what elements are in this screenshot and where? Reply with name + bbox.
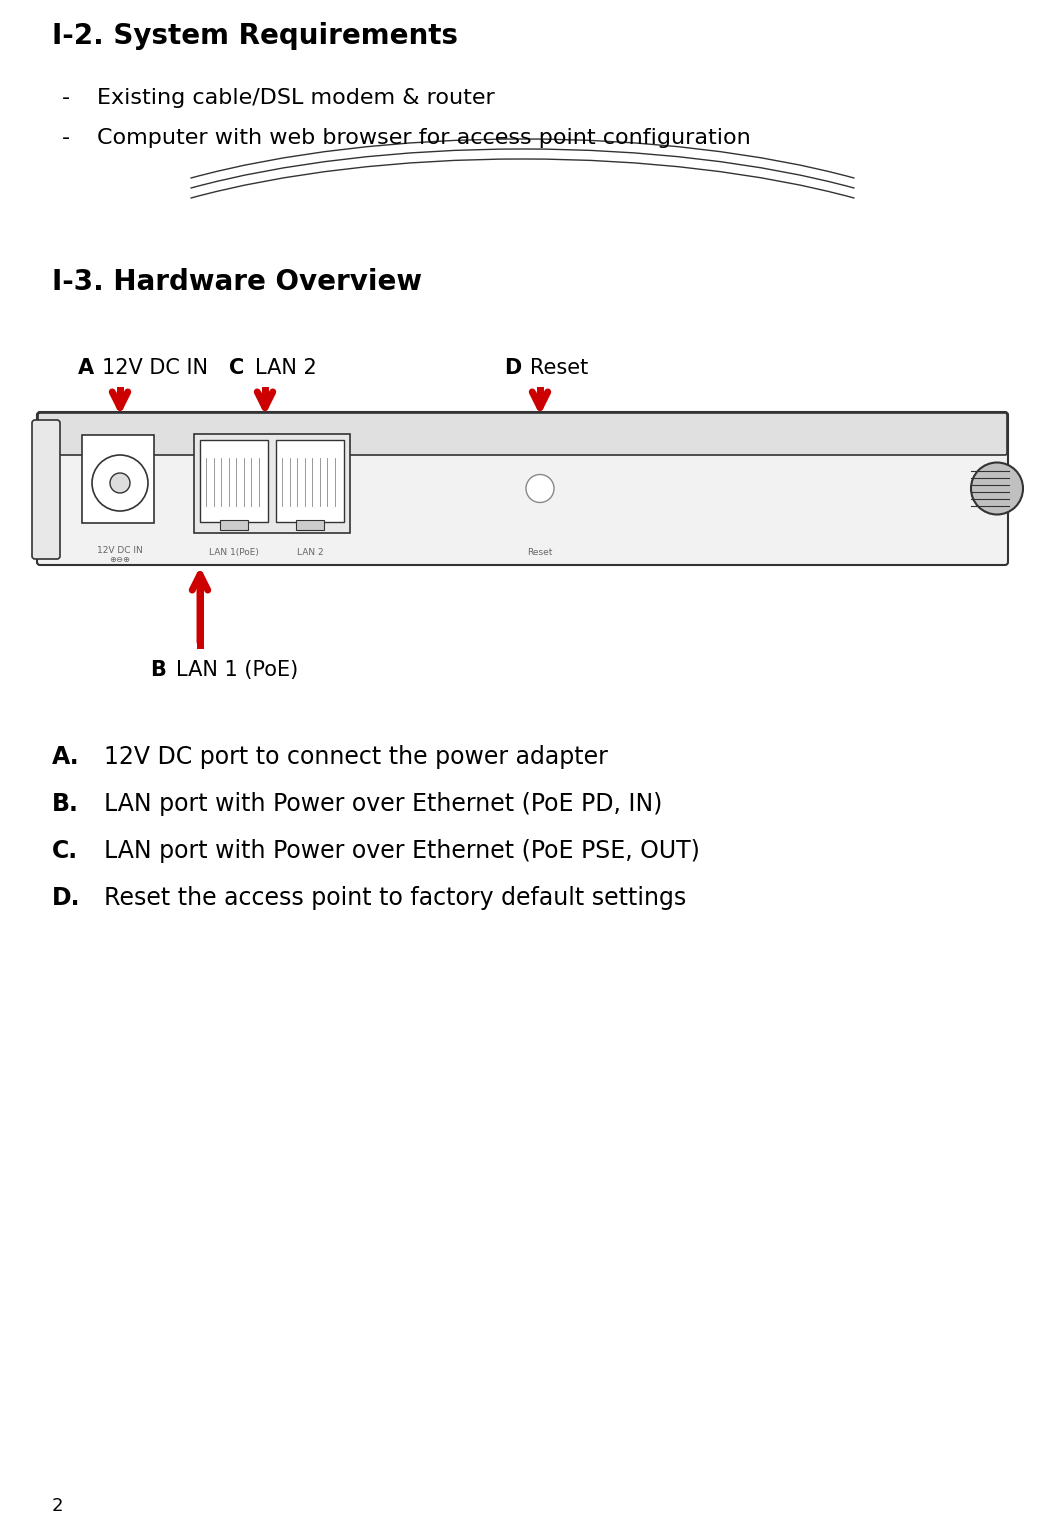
Text: 12V DC port to connect the power adapter: 12V DC port to connect the power adapter bbox=[104, 745, 608, 768]
Text: LAN 1 (PoE): LAN 1 (PoE) bbox=[176, 661, 298, 681]
Text: LAN 2: LAN 2 bbox=[255, 357, 317, 377]
Text: I-2. System Requirements: I-2. System Requirements bbox=[52, 22, 458, 49]
FancyBboxPatch shape bbox=[37, 413, 1008, 565]
Bar bbox=[276, 440, 344, 522]
Bar bbox=[220, 521, 248, 530]
Bar bbox=[194, 434, 350, 533]
Text: ⊕⊖⊕: ⊕⊖⊕ bbox=[110, 554, 131, 564]
Circle shape bbox=[110, 473, 130, 493]
Text: C: C bbox=[229, 357, 245, 377]
Text: LAN 1(PoE): LAN 1(PoE) bbox=[209, 548, 259, 557]
Text: 12V DC IN: 12V DC IN bbox=[97, 547, 143, 554]
Circle shape bbox=[526, 474, 554, 502]
Text: 12V DC IN: 12V DC IN bbox=[102, 357, 208, 377]
Text: 2: 2 bbox=[52, 1497, 64, 1515]
Text: Reset the access point to factory default settings: Reset the access point to factory defaul… bbox=[104, 885, 687, 910]
Circle shape bbox=[92, 454, 148, 511]
Text: D: D bbox=[504, 357, 521, 377]
Text: LAN port with Power over Ethernet (PoE PSE, OUT): LAN port with Power over Ethernet (PoE P… bbox=[104, 839, 700, 862]
Text: D.: D. bbox=[52, 885, 80, 910]
Text: -: - bbox=[62, 88, 70, 108]
Text: A.: A. bbox=[52, 745, 79, 768]
Text: B.: B. bbox=[52, 792, 78, 816]
Text: Computer with web browser for access point configuration: Computer with web browser for access poi… bbox=[97, 128, 750, 148]
Text: LAN port with Power over Ethernet (PoE PD, IN): LAN port with Power over Ethernet (PoE P… bbox=[104, 792, 663, 816]
FancyBboxPatch shape bbox=[38, 413, 1007, 454]
Bar bbox=[82, 434, 154, 524]
Text: Existing cable/DSL modem & router: Existing cable/DSL modem & router bbox=[97, 88, 494, 108]
Circle shape bbox=[971, 462, 1023, 514]
Text: Reset: Reset bbox=[528, 548, 553, 557]
FancyBboxPatch shape bbox=[32, 420, 60, 559]
Text: C.: C. bbox=[52, 839, 78, 862]
Bar bbox=[200, 440, 268, 522]
Text: B: B bbox=[150, 661, 166, 681]
Text: Reset: Reset bbox=[530, 357, 588, 377]
Text: -: - bbox=[62, 128, 70, 148]
Text: A: A bbox=[78, 357, 94, 377]
Text: LAN 2: LAN 2 bbox=[297, 548, 323, 557]
Bar bbox=[297, 521, 324, 530]
Text: I-3. Hardware Overview: I-3. Hardware Overview bbox=[52, 268, 422, 296]
